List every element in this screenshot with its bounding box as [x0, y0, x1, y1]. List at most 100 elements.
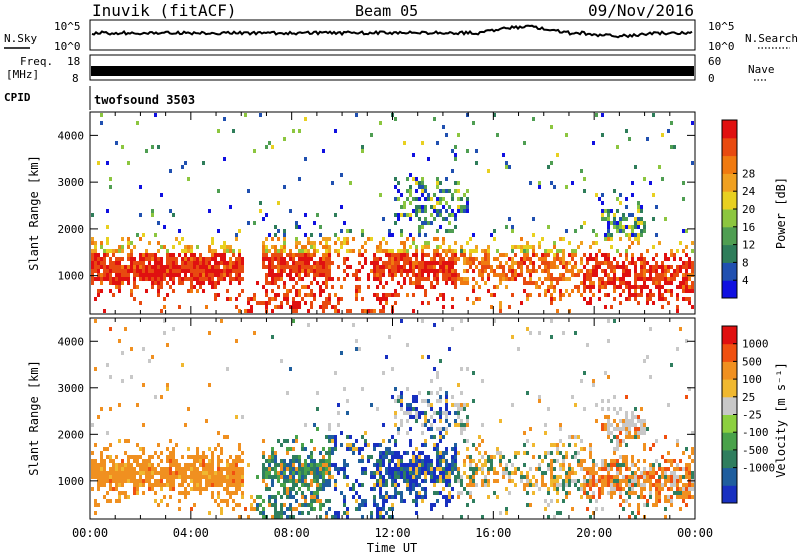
range-gate-cell	[433, 323, 436, 327]
range-gate-cell	[127, 277, 130, 281]
range-gate-cell	[652, 217, 655, 221]
range-gate-cell	[190, 487, 193, 491]
range-gate-cell	[442, 479, 445, 483]
range-gate-cell	[205, 479, 208, 483]
range-gate-cell	[466, 367, 469, 371]
range-gate-cell	[670, 363, 673, 367]
range-gate-cell	[175, 269, 178, 273]
range-gate-cell	[412, 399, 415, 403]
range-gate-cell	[451, 253, 454, 257]
range-gate-cell	[160, 277, 163, 281]
range-gate-cell	[469, 479, 472, 483]
range-gate-cell	[298, 305, 301, 309]
range-gate-cell	[679, 269, 682, 273]
range-gate-cell	[325, 297, 328, 301]
range-gate-cell	[286, 265, 289, 269]
range-gate-cell	[643, 229, 646, 233]
range-gate-cell	[184, 249, 187, 253]
range-gate-cell	[682, 451, 685, 455]
range-gate-cell	[457, 181, 460, 185]
range-gate-cell	[97, 277, 100, 281]
range-gate-cell	[655, 479, 658, 483]
range-gate-cell	[274, 495, 277, 499]
range-gate-cell	[151, 265, 154, 269]
range-gate-cell	[403, 205, 406, 209]
range-gate-cell	[166, 253, 169, 257]
range-gate-cell	[502, 153, 505, 157]
range-gate-cell	[688, 487, 691, 491]
range-gate-cell	[409, 479, 412, 483]
range-gate-cell	[172, 257, 175, 261]
range-gate-cell	[625, 483, 628, 487]
range-gate-cell	[436, 455, 439, 459]
range-gate-cell	[223, 277, 226, 281]
range-gate-cell	[97, 503, 100, 507]
range-gate-cell	[103, 463, 106, 467]
range-gate-cell	[481, 265, 484, 269]
range-gate-cell	[145, 273, 148, 277]
range-gate-cell	[235, 479, 238, 483]
range-gate-cell	[313, 467, 316, 471]
range-gate-cell	[304, 157, 307, 161]
range-gate-cell	[301, 443, 304, 447]
range-gate-cell	[139, 261, 142, 265]
range-gate-cell	[424, 475, 427, 479]
range-gate-cell	[133, 479, 136, 483]
range-gate-cell	[418, 391, 421, 395]
range-gate-cell	[271, 257, 274, 261]
range-gate-cell	[196, 273, 199, 277]
range-gate-cell	[112, 459, 115, 463]
range-gate-cell	[538, 487, 541, 491]
range-gate-cell	[307, 511, 310, 515]
range-gate-cell	[193, 459, 196, 463]
range-gate-cell	[391, 273, 394, 277]
range-gate-cell	[385, 455, 388, 459]
range-gate-cell	[538, 257, 541, 261]
range-gate-cell	[145, 459, 148, 463]
range-gate-cell	[91, 451, 94, 455]
range-gate-cell	[229, 249, 232, 253]
range-gate-cell	[610, 261, 613, 265]
range-gate-cell	[172, 245, 175, 249]
range-gate-cell	[298, 503, 301, 507]
range-gate-cell	[280, 503, 283, 507]
range-gate-cell	[127, 281, 130, 285]
range-gate-cell	[271, 455, 274, 459]
range-gate-cell	[412, 479, 415, 483]
range-gate-cell	[376, 277, 379, 281]
range-gate-cell	[511, 293, 514, 297]
range-gate-cell	[310, 463, 313, 467]
range-gate-cell	[415, 177, 418, 181]
range-gate-cell	[187, 483, 190, 487]
range-gate-cell	[607, 253, 610, 257]
range-gate-cell	[289, 507, 292, 511]
range-gate-cell	[538, 395, 541, 399]
range-gate-cell	[334, 439, 337, 443]
range-gate-cell	[271, 297, 274, 301]
range-gate-cell	[574, 471, 577, 475]
range-gate-cell	[160, 273, 163, 277]
range-gate-cell	[649, 479, 652, 483]
range-gate-cell	[103, 273, 106, 277]
range-gate-cell	[541, 483, 544, 487]
range-gate-cell	[643, 265, 646, 269]
range-gate-cell	[505, 161, 508, 165]
range-gate-cell	[400, 273, 403, 277]
range-gate-cell	[316, 483, 319, 487]
range-gate-cell	[412, 265, 415, 269]
range-gate-cell	[106, 249, 109, 253]
range-gate-cell	[622, 427, 625, 431]
range-gate-cell	[328, 467, 331, 471]
range-gate-cell	[625, 197, 628, 201]
range-gate-cell	[445, 415, 448, 419]
range-gate-cell	[625, 395, 628, 399]
range-gate-cell	[112, 269, 115, 273]
range-gate-cell	[640, 475, 643, 479]
range-gate-cell	[514, 261, 517, 265]
range-gate-cell	[313, 459, 316, 463]
range-gate-cell	[448, 475, 451, 479]
range-gate-cell	[199, 471, 202, 475]
range-gate-cell	[574, 455, 577, 459]
range-gate-cell	[130, 347, 133, 351]
range-gate-cell	[124, 265, 127, 269]
